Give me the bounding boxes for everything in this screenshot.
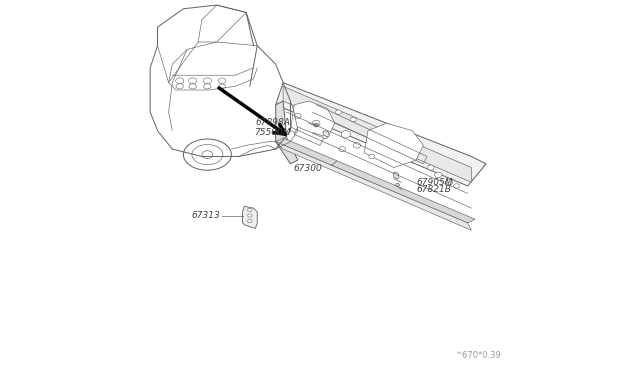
Text: 67898A: 67898A [255,118,291,127]
Ellipse shape [192,145,223,165]
Ellipse shape [312,120,320,126]
Ellipse shape [189,78,196,84]
Ellipse shape [435,172,442,178]
Polygon shape [393,172,399,179]
Ellipse shape [219,84,225,89]
Ellipse shape [248,214,252,217]
Ellipse shape [339,147,346,152]
Ellipse shape [204,78,211,84]
Polygon shape [276,142,472,230]
Polygon shape [276,101,298,164]
Polygon shape [276,83,486,186]
Ellipse shape [353,142,360,148]
Polygon shape [283,86,472,182]
Ellipse shape [454,184,460,188]
Text: 67821B: 67821B [416,185,451,194]
Ellipse shape [175,78,184,84]
Text: 67300: 67300 [293,164,322,173]
Text: ^670*0.39: ^670*0.39 [455,350,501,359]
Polygon shape [291,101,335,142]
Ellipse shape [189,84,196,89]
Ellipse shape [428,165,434,170]
Ellipse shape [248,219,252,223]
Ellipse shape [335,110,341,114]
Ellipse shape [184,139,232,170]
Ellipse shape [341,131,351,138]
Text: 67313: 67313 [191,211,220,220]
Ellipse shape [446,180,452,185]
Ellipse shape [314,123,319,127]
Ellipse shape [294,113,301,118]
Polygon shape [323,131,329,137]
Ellipse shape [396,183,399,186]
Polygon shape [364,123,424,167]
Ellipse shape [248,208,252,212]
Ellipse shape [350,117,356,122]
Text: 67905M: 67905M [416,178,452,187]
Ellipse shape [218,78,226,84]
Polygon shape [243,206,257,228]
Polygon shape [276,138,475,223]
Text: 75500M: 75500M [254,128,291,137]
Ellipse shape [204,84,211,89]
Ellipse shape [202,151,213,158]
Polygon shape [294,127,324,145]
Ellipse shape [369,154,374,159]
Ellipse shape [176,84,184,89]
